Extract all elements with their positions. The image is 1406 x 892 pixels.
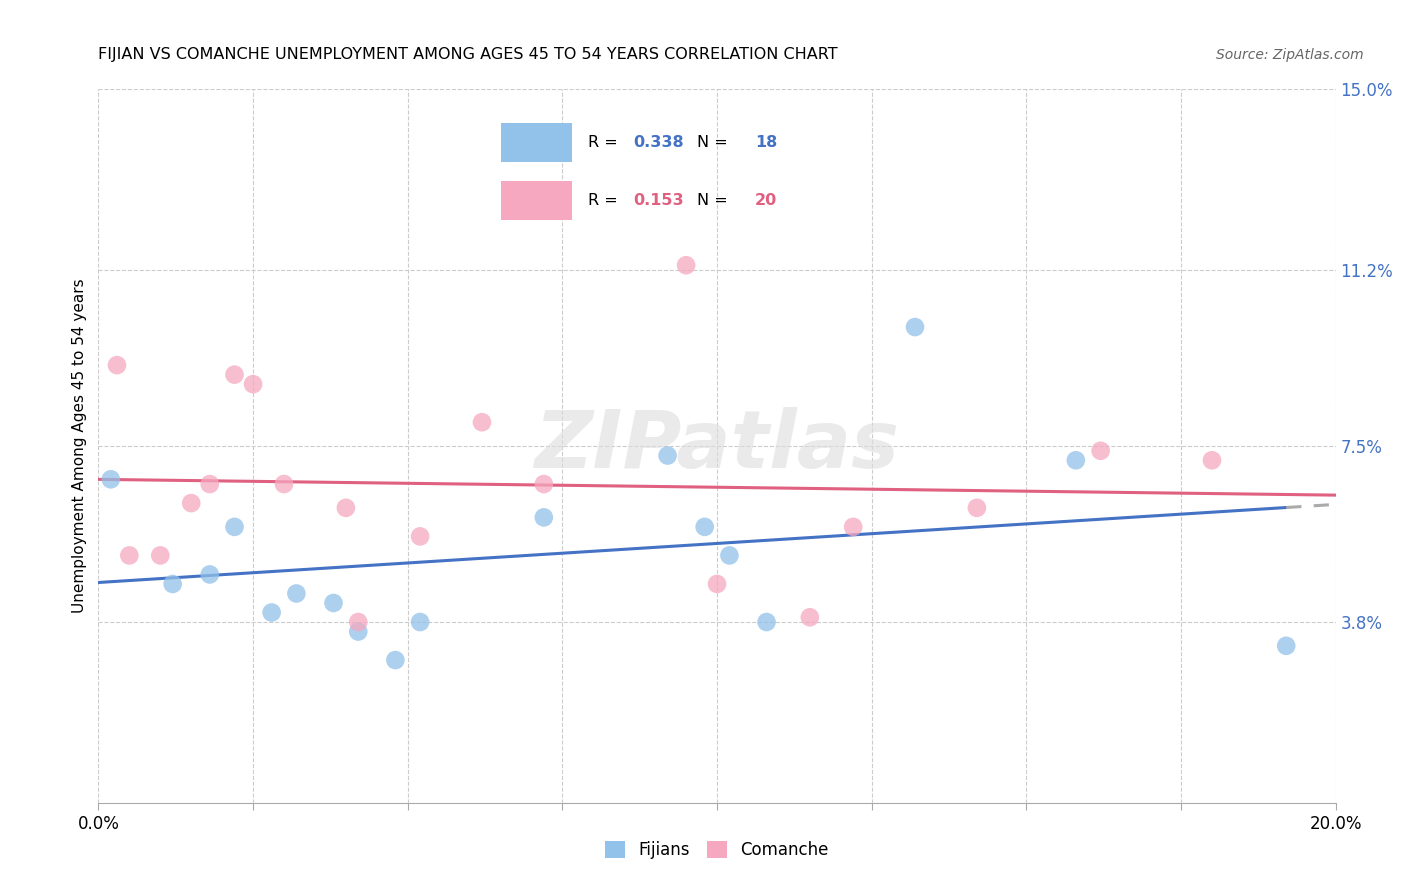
Point: [675, 258, 697, 272]
Point: [904, 320, 927, 334]
Point: [966, 500, 988, 515]
Point: [1064, 453, 1087, 467]
Point: [285, 586, 308, 600]
Point: [755, 615, 778, 629]
Point: [409, 529, 432, 543]
Point: [471, 415, 494, 429]
Point: [347, 615, 370, 629]
Point: [224, 368, 246, 382]
Point: [198, 567, 221, 582]
Point: [706, 577, 728, 591]
Point: [799, 610, 821, 624]
Text: Source: ZipAtlas.com: Source: ZipAtlas.com: [1216, 48, 1364, 62]
Point: [335, 500, 357, 515]
Point: [718, 549, 741, 563]
Point: [198, 477, 221, 491]
Point: [347, 624, 370, 639]
Point: [105, 358, 128, 372]
Legend: Fijians, Comanche: Fijians, Comanche: [599, 834, 835, 866]
Point: [100, 472, 122, 486]
Text: ZIPatlas: ZIPatlas: [534, 407, 900, 485]
Point: [118, 549, 141, 563]
Point: [384, 653, 406, 667]
Point: [322, 596, 344, 610]
Point: [180, 496, 202, 510]
Point: [224, 520, 246, 534]
Point: [693, 520, 716, 534]
Point: [533, 510, 555, 524]
Point: [409, 615, 432, 629]
Point: [533, 477, 555, 491]
Y-axis label: Unemployment Among Ages 45 to 54 years: Unemployment Among Ages 45 to 54 years: [72, 278, 87, 614]
Point: [842, 520, 865, 534]
Point: [273, 477, 295, 491]
Point: [1090, 443, 1112, 458]
Point: [657, 449, 679, 463]
Point: [1201, 453, 1223, 467]
Point: [260, 606, 283, 620]
Point: [242, 377, 264, 392]
Point: [162, 577, 184, 591]
Text: FIJIAN VS COMANCHE UNEMPLOYMENT AMONG AGES 45 TO 54 YEARS CORRELATION CHART: FIJIAN VS COMANCHE UNEMPLOYMENT AMONG AG…: [98, 47, 838, 62]
Point: [149, 549, 172, 563]
Point: [1275, 639, 1298, 653]
